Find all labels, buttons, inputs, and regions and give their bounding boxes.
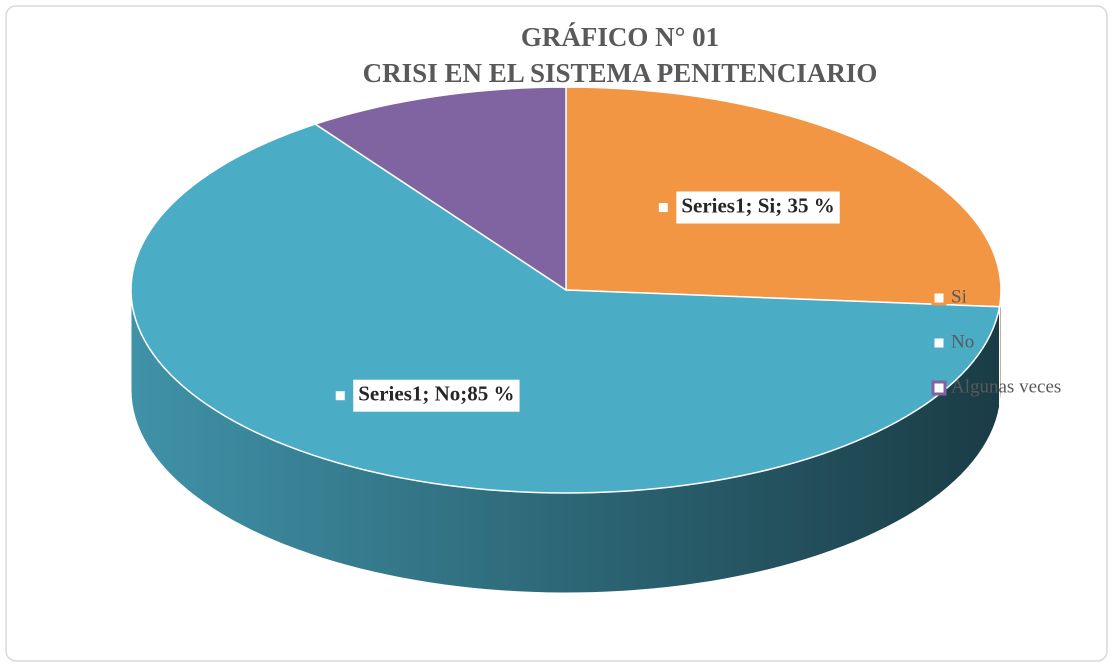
legend-label: No [951, 331, 974, 352]
data-label: Series1; Si; 35 % [655, 191, 840, 224]
data-label-key [655, 200, 671, 216]
legend-key [931, 380, 947, 396]
chart-title: GRÁFICO N° 01 [521, 22, 719, 52]
data-label-box [353, 379, 520, 412]
legend-label: Si [951, 286, 967, 307]
legend-key [931, 335, 947, 351]
data-label-key [332, 388, 348, 404]
chart-subtitle: CRISI EN EL SISTEMA PENITENCIARIO [363, 58, 878, 88]
legend-key [931, 290, 947, 306]
legend-label: Algunas veces [951, 376, 1061, 397]
data-label-box [676, 191, 840, 224]
data-label-text: Series1; No;85 % [358, 382, 514, 406]
pie-slice [313, 86, 567, 292]
data-label-text: Series1; Si; 35 % [681, 193, 834, 217]
pie-slice [130, 123, 1001, 494]
data-label: Series1; No;85 % [332, 379, 520, 412]
